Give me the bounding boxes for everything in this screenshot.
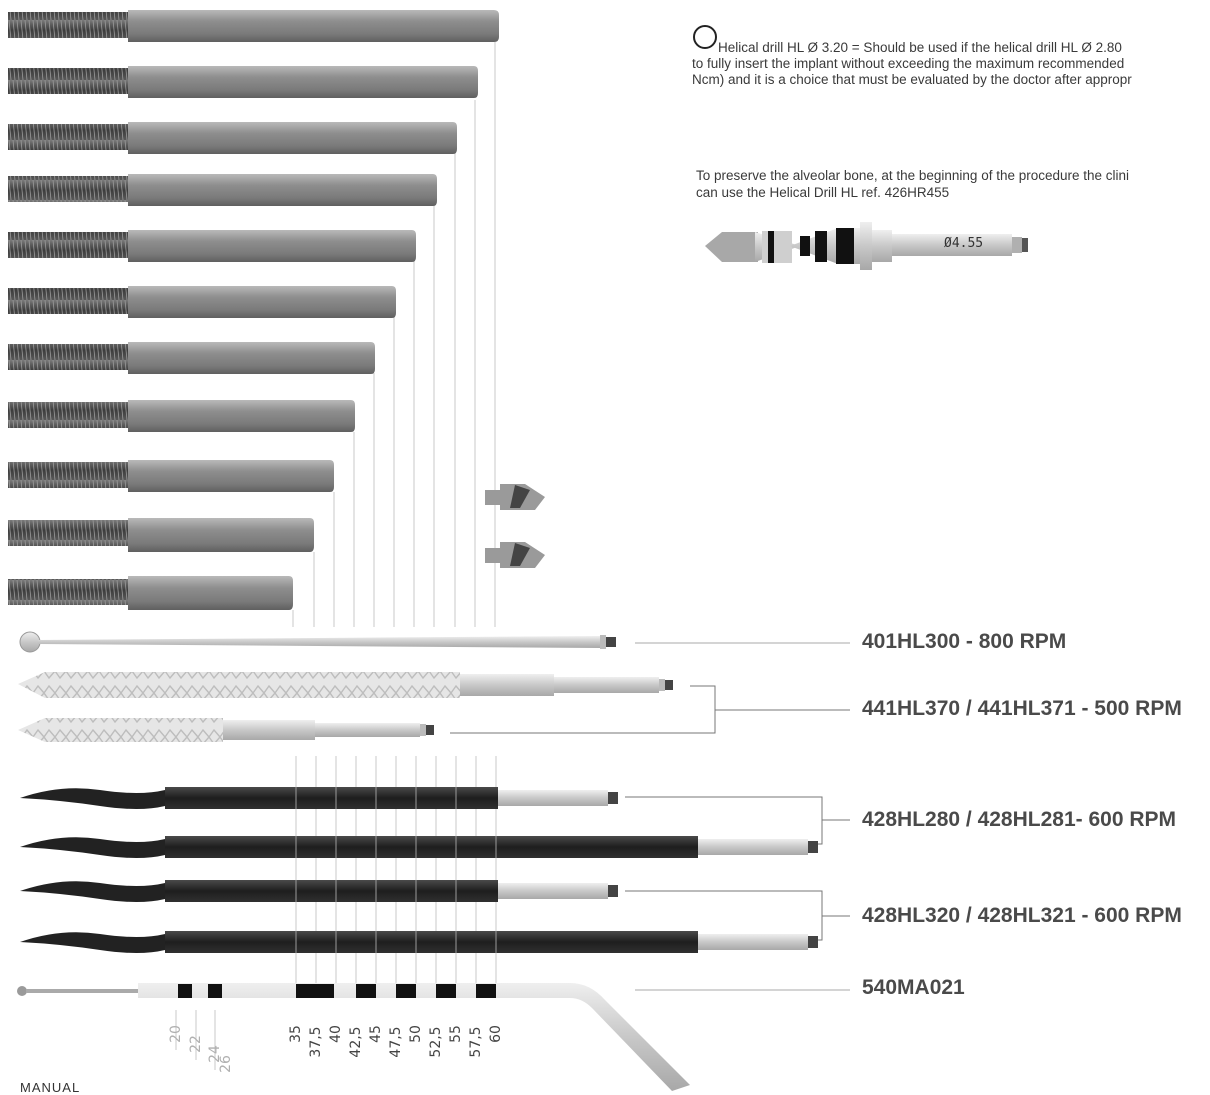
footer-cut-text: MANUAL bbox=[20, 1080, 81, 1095]
scale-label: 20 bbox=[168, 1025, 184, 1043]
circle-note-line-2: to fully insert the implant without exce… bbox=[692, 56, 1125, 71]
depth-gauge-540MA021 bbox=[17, 983, 850, 1091]
drill-280-code: 428HL280 / 428HL281- 600 RPM bbox=[862, 808, 1177, 831]
scale-label: 40 bbox=[328, 1025, 344, 1043]
circle-bullet-icon bbox=[693, 25, 717, 49]
implant bbox=[8, 174, 437, 206]
scale-label: 52,5 bbox=[428, 1026, 444, 1058]
helical-drill-426HR455 bbox=[705, 222, 1028, 270]
implant bbox=[8, 460, 334, 492]
osteotome-code: 441HL370 / 441HL371 - 500 RPM bbox=[862, 697, 1182, 720]
scale-label: 35 bbox=[288, 1025, 304, 1043]
osteotome-441HL371 bbox=[18, 718, 434, 742]
implant bbox=[8, 518, 314, 552]
implant bbox=[8, 342, 375, 374]
implant bbox=[8, 286, 396, 318]
preserve-note-line-2: can use the Helical Drill HL ref. 426HR4… bbox=[696, 185, 950, 200]
scale-label: 26 bbox=[218, 1055, 234, 1073]
scale-label: 22 bbox=[188, 1035, 204, 1053]
helical-drills bbox=[20, 787, 818, 953]
scale-label: 50 bbox=[408, 1025, 424, 1043]
circle-note-line-3: Ncm) and it is a choice that must be eva… bbox=[692, 72, 1132, 87]
drill-diameter-label: Ø4.55 bbox=[944, 236, 984, 251]
implant-set bbox=[8, 10, 499, 610]
implant bbox=[8, 230, 416, 262]
mini-drill-bits bbox=[485, 484, 545, 568]
implant bbox=[8, 10, 499, 42]
preserve-note-line-1: To preserve the alveolar bone, at the be… bbox=[696, 168, 1130, 183]
implant bbox=[8, 576, 293, 610]
scale-label: 45 bbox=[368, 1025, 384, 1043]
scale-label: 57,5 bbox=[468, 1026, 484, 1058]
lance-drill-code: 401HL300 - 800 RPM bbox=[862, 630, 1067, 653]
drill-brackets bbox=[625, 796, 850, 941]
scale-label: 47,5 bbox=[388, 1026, 404, 1058]
implant bbox=[8, 122, 457, 154]
depth-gauge-code: 540MA021 bbox=[862, 976, 965, 999]
lance-drill-401HL300 bbox=[19, 631, 850, 653]
implant bbox=[8, 400, 355, 432]
osteotome-441HL370 bbox=[18, 672, 673, 698]
osteotome-bracket bbox=[450, 685, 850, 734]
scale-label: 60 bbox=[488, 1025, 504, 1043]
implant bbox=[8, 66, 478, 98]
drill-320-code: 428HL320 / 428HL321 - 600 RPM bbox=[862, 904, 1182, 927]
circle-note-line-1: Helical drill HL Ø 3.20 = Should be used… bbox=[718, 40, 1122, 55]
scale-label: 55 bbox=[448, 1025, 464, 1043]
scale-label: 37,5 bbox=[308, 1026, 324, 1058]
scale-label: 42,5 bbox=[348, 1026, 364, 1058]
